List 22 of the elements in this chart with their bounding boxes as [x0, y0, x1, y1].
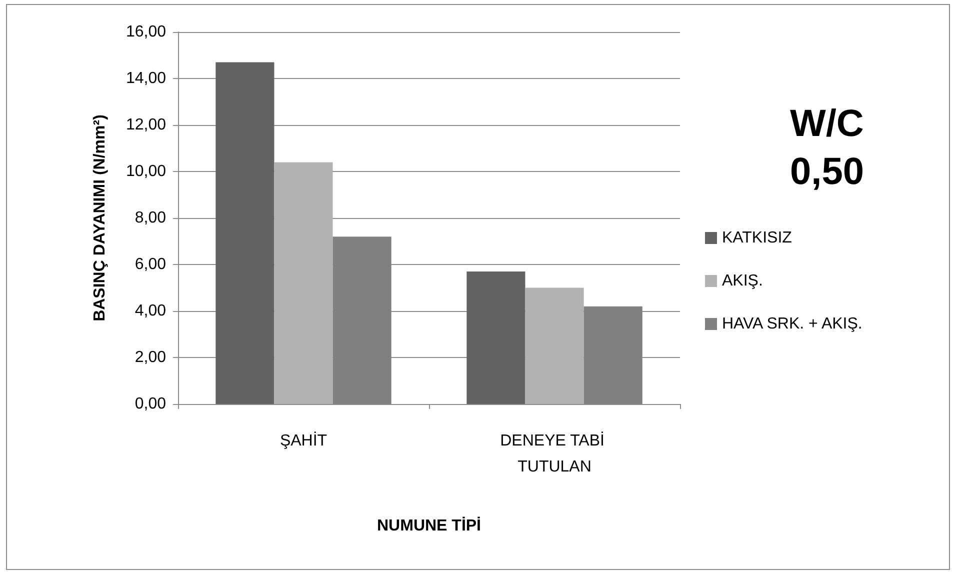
legend-label: HAVA SRK. + AKIŞ.	[722, 316, 862, 332]
legend-label: AKIŞ.	[722, 272, 763, 290]
bar	[525, 288, 584, 404]
x-tick-label: ŞAHİT	[280, 432, 328, 450]
y-tick-label: 10,00	[126, 163, 166, 180]
y-tick-label: 0,00	[134, 396, 166, 412]
text: W/C	[790, 103, 864, 145]
x-tick-label: DENEYE TABİ TUTULAN	[500, 432, 609, 476]
y-tick-label: 2,00	[134, 349, 166, 366]
x-axis-title: NUMUNE TİPİ	[377, 516, 481, 534]
text: 0,50	[790, 151, 864, 193]
y-tick-label: 14,00	[126, 70, 166, 87]
bar	[216, 62, 274, 404]
legend-label: KATKISIZ	[722, 230, 792, 246]
y-axis-title: BASINÇ DAYANIMI (N/mm²)	[92, 114, 108, 322]
bar	[466, 271, 526, 404]
y-tick-label: 16,00	[126, 24, 166, 40]
y-tick-label: 8,00	[134, 210, 166, 226]
bar	[274, 162, 333, 404]
y-tick-label: 6,00	[134, 256, 166, 273]
y-tick-label: 12,00	[126, 116, 166, 134]
y-tick-label: 4,00	[134, 302, 166, 320]
